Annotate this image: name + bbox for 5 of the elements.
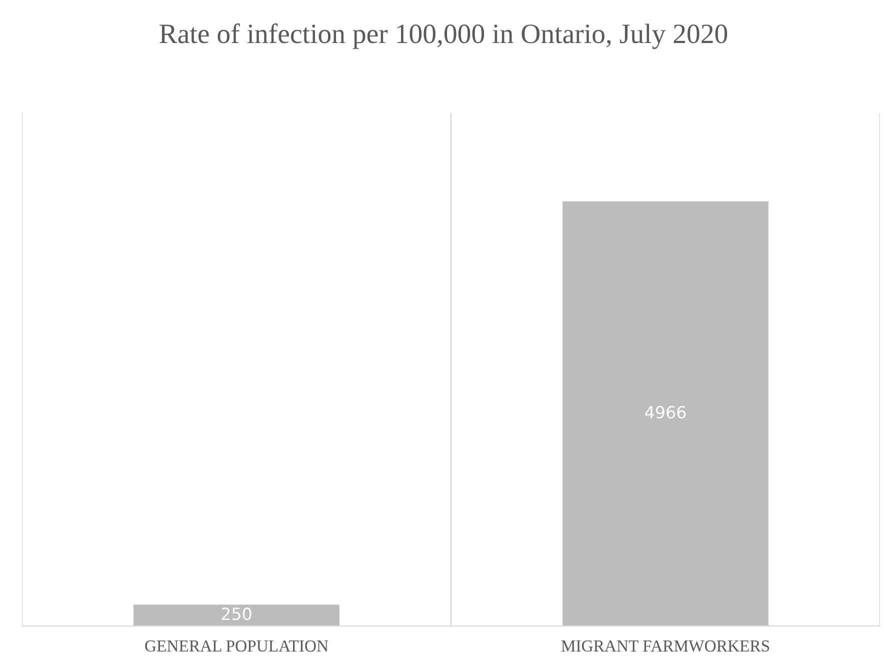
chart-title: Rate of infection per 100,000 in Ontario, July 2020 (160, 23, 728, 49)
data-label: 4966 (645, 406, 686, 419)
data-label: 250 (222, 608, 252, 620)
x-tick-label: GENERAL POPULATION (145, 640, 328, 652)
x-tick-label: MIGRANT FARMWORKERS (561, 640, 770, 652)
